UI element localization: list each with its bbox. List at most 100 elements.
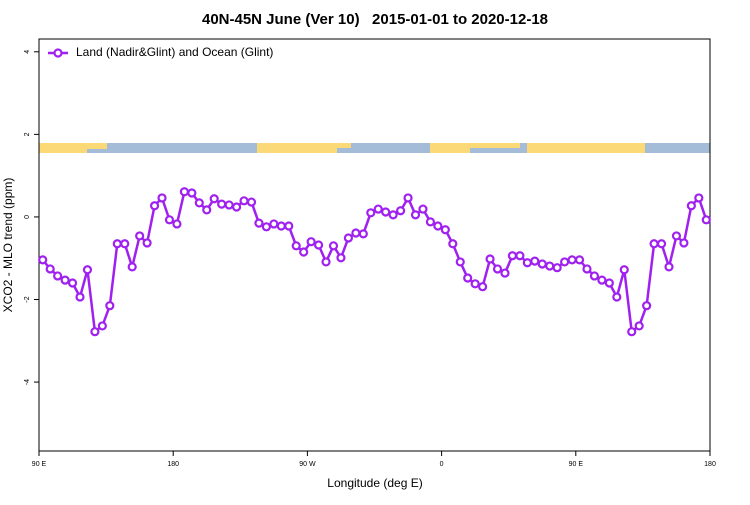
data-point — [358, 229, 368, 239]
data-point — [299, 247, 309, 257]
data-point — [619, 265, 629, 275]
data-point — [612, 292, 622, 302]
y-tick-label: -4 — [24, 379, 31, 385]
legend-marker — [53, 48, 63, 58]
data-point — [313, 240, 324, 250]
data-point — [567, 255, 577, 265]
data-point — [239, 196, 249, 206]
data-point — [418, 204, 428, 214]
data-point — [90, 327, 100, 337]
data-point — [522, 258, 532, 268]
data-point — [343, 233, 354, 243]
data-point — [433, 221, 443, 231]
data-point — [60, 275, 70, 285]
data-point — [604, 278, 614, 288]
data-point — [82, 265, 93, 275]
data-point — [410, 210, 421, 220]
data-point — [545, 261, 555, 271]
data-point — [157, 193, 167, 203]
data-point — [276, 221, 286, 231]
data-point — [194, 198, 204, 208]
data-point — [649, 239, 659, 249]
data-point — [381, 207, 391, 217]
data-point — [38, 255, 48, 265]
data-point — [448, 239, 458, 249]
data-point — [179, 187, 189, 197]
data-point — [261, 222, 271, 232]
data-point — [552, 263, 562, 273]
data-point — [574, 255, 585, 265]
data-point — [515, 251, 525, 261]
x-tick-label: 180 — [704, 461, 716, 468]
data-point — [67, 278, 78, 288]
data-point — [105, 301, 115, 311]
data-point — [500, 268, 510, 278]
data-point — [694, 193, 704, 203]
data-point — [366, 208, 376, 218]
chart-title: 40N-45N June (Ver 10) 2015-01-01 to 2020… — [202, 11, 548, 28]
data-point — [395, 206, 406, 216]
data-point — [589, 271, 600, 281]
x-axis-label: Longitude (deg E) — [327, 476, 422, 490]
data-point — [664, 262, 674, 272]
data-point — [597, 275, 607, 285]
y-axis-label: XCO2 - MLO trend (ppm) — [1, 178, 15, 313]
x-tick-label: 180 — [167, 461, 179, 468]
data-point — [53, 271, 63, 281]
data-point — [537, 259, 547, 269]
data-point — [507, 251, 518, 261]
data-point — [45, 264, 55, 274]
data-point — [455, 257, 465, 267]
data-point — [269, 219, 279, 229]
data-point — [679, 238, 689, 248]
land-ocean-strip — [39, 143, 710, 153]
data-point — [97, 321, 107, 331]
data-point — [306, 237, 316, 247]
data-point — [701, 215, 711, 225]
data-point — [284, 221, 294, 231]
data-point — [478, 282, 488, 292]
data-point — [388, 210, 398, 220]
data-point — [231, 202, 242, 212]
data-point — [530, 256, 540, 266]
x-tick-label: 90 E — [32, 461, 47, 468]
data-point — [209, 194, 219, 204]
y-tick-label: 4 — [24, 50, 31, 54]
data-point — [246, 197, 257, 207]
data-point — [149, 201, 160, 211]
data-point — [321, 257, 331, 267]
x-tick-label: 90 W — [299, 461, 316, 468]
x-tick-label: 90 E — [569, 461, 584, 468]
data-point — [560, 257, 570, 267]
data-point — [686, 201, 696, 211]
legend-label: Land (Nadir&Glint) and Ocean (Glint) — [76, 45, 273, 59]
plot-frame — [38, 38, 711, 452]
data-point — [224, 200, 234, 210]
data-point — [336, 253, 346, 263]
data-point — [254, 218, 264, 228]
data-point — [492, 264, 503, 274]
x-tick-label: 0 — [440, 461, 444, 468]
data-point — [485, 254, 495, 264]
data-point — [135, 231, 145, 241]
data-point — [440, 225, 450, 235]
data-point — [187, 188, 197, 198]
data-point — [627, 327, 637, 337]
data-point — [120, 239, 130, 249]
data-point — [425, 217, 436, 227]
data-point — [634, 321, 644, 331]
data-point — [291, 241, 301, 251]
data-point — [127, 262, 137, 272]
data-point — [75, 292, 85, 302]
data-point — [470, 279, 480, 289]
y-tick-label: 0 — [24, 215, 31, 219]
data-point — [172, 219, 182, 229]
data-point — [112, 239, 122, 249]
data-point — [202, 205, 212, 215]
y-tick-label: -2 — [24, 296, 31, 302]
data-point — [142, 238, 152, 248]
data-point — [656, 239, 667, 249]
data-point — [582, 264, 592, 274]
data-point — [463, 273, 473, 283]
